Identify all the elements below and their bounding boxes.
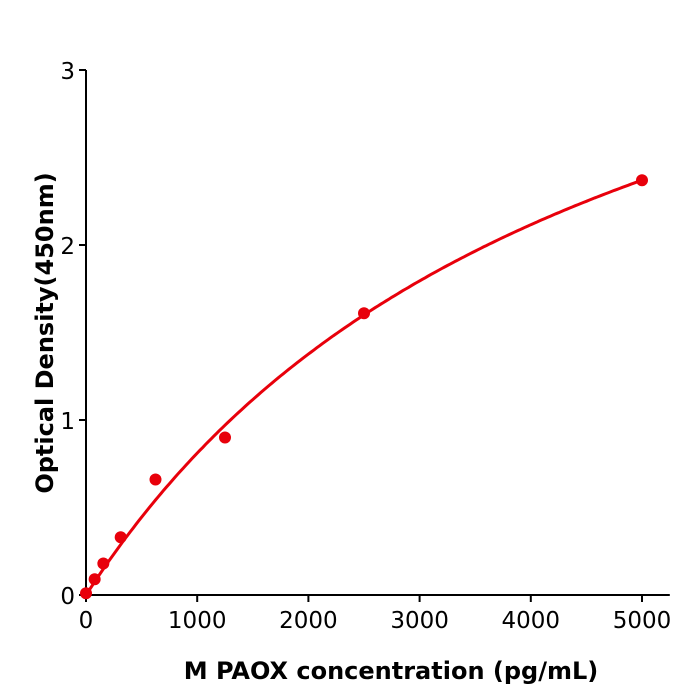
y-tick-label: 3 [60,59,75,85]
x-tick-label: 5000 [613,608,672,634]
fit-curve [84,178,643,596]
axes: 0 1000 2000 3000 4000 5000 0 1 2 3 [60,59,671,634]
y-axis-label: Optical Density(450nm) [31,172,59,493]
data-points [80,174,648,600]
data-point [114,531,127,544]
data-point [80,587,92,600]
data-point [149,473,162,486]
y-tick-label: 1 [60,409,75,435]
x-tick-label: 1000 [168,608,227,634]
x-tick-label: 4000 [502,608,561,634]
data-point [358,307,370,320]
x-axis-label: M PAOX concentration (pg/mL) [184,657,599,685]
y-tick-label: 0 [60,584,75,610]
data-point [636,174,648,187]
data-point [219,431,231,444]
data-point [97,557,110,570]
x-tick-label: 2000 [279,608,338,634]
data-point [88,573,101,586]
y-tick-label: 2 [60,234,75,260]
x-tick-label: 3000 [390,608,449,634]
x-tick-label: 0 [79,608,94,634]
